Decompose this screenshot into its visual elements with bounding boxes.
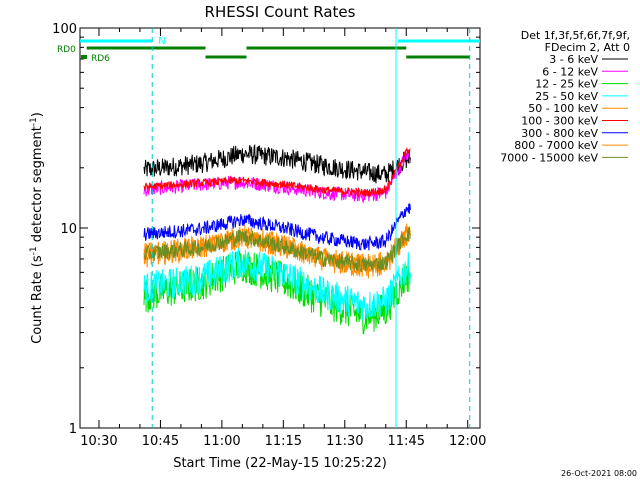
legend: Det 1f,3f,5f,6f,7f,9f,FDecim 2, Att 03 -… [500,29,630,164]
y-axis-label-end: ) [30,112,45,117]
series-line [143,225,411,273]
x-axis-label: Start Time (22-May-15 10:25:22) [173,456,387,471]
legend-entry-label: 25 - 50 keV [535,90,598,103]
x-tick-label: 11:15 [265,434,302,449]
y-axis-label-exponent-1: -1 [29,246,39,255]
y-axis-label-exponent-2: -1 [29,117,39,126]
footer-date: 26-Oct-2021 08:00 [561,469,637,478]
vertical-markers-group [151,28,471,428]
y-axis-label: Count Rate (s-1 detector segment-1) [29,112,45,344]
series-line [143,143,411,184]
legend-header-line: Det 1f,3f,5f,6f,7f,9f, [521,29,630,42]
series-line [143,147,411,198]
legend-entry-label: 6 - 12 keV [542,65,598,78]
tick-labels-group: 10:30 10:45 11:00 11:15 11:30 11:45 12:00 1 10 10… [52,22,486,449]
x-tick-label: 10:45 [142,434,179,449]
y-tick-label: 1 [69,422,77,437]
x-tick-label: 11:30 [326,434,363,449]
legend-entry-label: 300 - 800 keV [521,127,598,140]
rd6-flag-label: RD6 [91,54,110,64]
legend-entry-label: 12 - 25 keV [535,78,598,91]
axis-ticks-group [80,27,480,429]
flag-bars-group: N RD0 RD6 [57,36,480,64]
legend-entry-label: 3 - 6 keV [549,53,598,66]
legend-header-line: FDecim 2, Att 0 [545,41,630,54]
chart-title: RHESSI Count Rates [205,3,356,21]
y-tick-label: 100 [52,22,77,37]
x-tick-label: 11:00 [203,434,240,449]
y-axis-label-main: Count Rate (s [30,255,45,344]
y-axis-label-middle: detector segment [30,126,45,246]
rd0-flag-label: RD0 [57,45,76,55]
night-flag-label: N [158,36,165,47]
legend-entry-label: 100 - 300 keV [521,115,598,128]
legend-entry-label: 50 - 100 keV [528,102,598,115]
rd6-flag-marker [81,55,87,59]
y-tick-label: 10 [60,222,77,237]
series-line [143,247,411,321]
x-tick-label: 11:45 [388,434,425,449]
legend-entry-label: 7000 - 15000 keV [500,151,598,164]
series-group [143,143,411,335]
legend-entry-label: 800 - 7000 keV [514,139,598,152]
series-line [143,203,411,251]
x-tick-label: 10:30 [80,434,117,449]
x-tick-label: 12:00 [449,434,486,449]
